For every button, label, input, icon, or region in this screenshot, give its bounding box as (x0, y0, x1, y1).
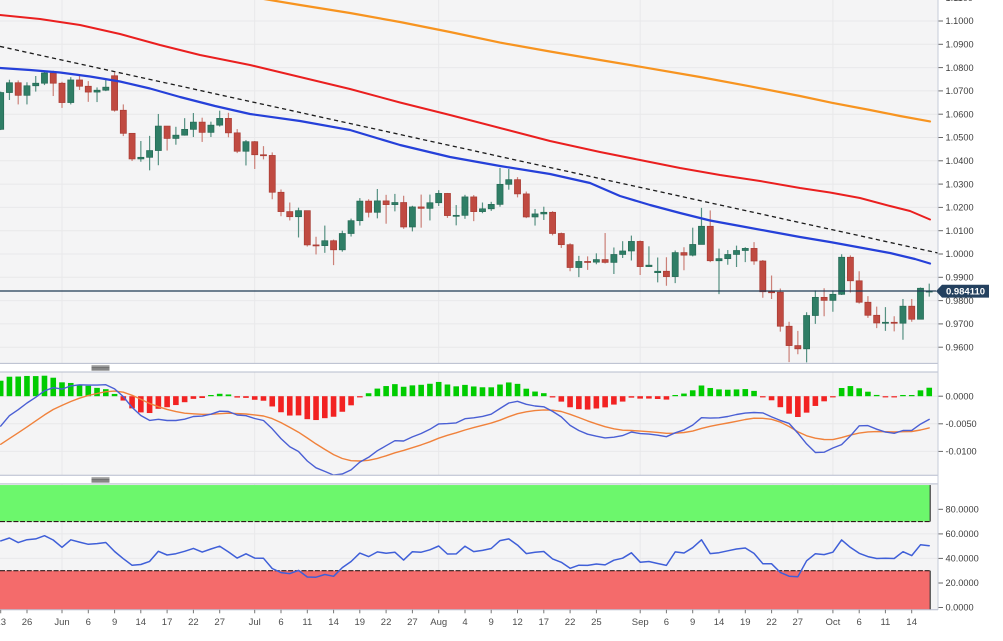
svg-text:Jun: Jun (54, 617, 69, 628)
svg-text:22: 22 (766, 617, 777, 628)
svg-text:11: 11 (880, 617, 890, 628)
svg-text:27: 27 (407, 617, 418, 628)
svg-text:40.0000: 40.0000 (946, 554, 979, 564)
svg-text:1.0300: 1.0300 (946, 179, 974, 189)
svg-text:0.0000: 0.0000 (946, 603, 974, 613)
svg-text:0.984110: 0.984110 (946, 286, 985, 297)
svg-text:6: 6 (664, 617, 669, 628)
svg-text:Jul: Jul (249, 617, 261, 628)
svg-text:6: 6 (86, 617, 91, 628)
svg-text:Aug: Aug (430, 617, 447, 628)
svg-text:1.0100: 1.0100 (946, 226, 974, 236)
svg-text:1.0500: 1.0500 (946, 133, 974, 143)
svg-text:4: 4 (462, 617, 467, 628)
svg-text:14: 14 (328, 617, 339, 628)
svg-text:1.1100: 1.1100 (946, 0, 973, 3)
svg-text:6: 6 (857, 617, 862, 628)
svg-text:17: 17 (539, 617, 550, 628)
svg-text:0.0000: 0.0000 (946, 391, 974, 401)
svg-text:17: 17 (162, 617, 173, 628)
svg-text:6: 6 (278, 617, 283, 628)
svg-text:0.9700: 0.9700 (946, 319, 974, 329)
svg-text:1.0200: 1.0200 (946, 203, 974, 213)
svg-text:11: 11 (302, 617, 312, 628)
svg-text:27: 27 (793, 617, 804, 628)
svg-text:14: 14 (714, 617, 725, 628)
svg-text:0.9600: 0.9600 (946, 342, 974, 352)
svg-text:1.0700: 1.0700 (946, 86, 974, 96)
svg-text:80.0000: 80.0000 (946, 505, 979, 515)
svg-text:0.9800: 0.9800 (946, 296, 974, 306)
svg-text:27: 27 (214, 617, 225, 628)
svg-text:19: 19 (740, 617, 751, 628)
svg-text:22: 22 (565, 617, 576, 628)
svg-text:1.0400: 1.0400 (946, 156, 974, 166)
svg-text:9: 9 (112, 617, 117, 628)
svg-text:22: 22 (381, 617, 392, 628)
svg-text:60.0000: 60.0000 (946, 529, 979, 539)
svg-text:20.0000: 20.0000 (946, 578, 979, 588)
svg-text:9: 9 (489, 617, 494, 628)
svg-text:1.0800: 1.0800 (946, 63, 974, 73)
svg-text:Sep: Sep (632, 617, 649, 628)
svg-text:12: 12 (512, 617, 523, 628)
svg-text:Oct: Oct (826, 617, 841, 628)
svg-text:25: 25 (591, 617, 602, 628)
svg-text:19: 19 (355, 617, 366, 628)
svg-text:1.0900: 1.0900 (946, 40, 974, 50)
svg-text:1.0000: 1.0000 (946, 249, 974, 259)
svg-text:0.9900: 0.9900 (946, 273, 974, 283)
svg-text:26: 26 (22, 617, 33, 628)
svg-text:-0.0100: -0.0100 (946, 447, 977, 457)
svg-text:14: 14 (906, 617, 917, 628)
svg-text:1.0600: 1.0600 (946, 109, 974, 119)
svg-text:9: 9 (690, 617, 695, 628)
svg-text:23: 23 (0, 617, 6, 628)
svg-text:14: 14 (136, 617, 147, 628)
svg-text:22: 22 (188, 617, 199, 628)
svg-text:-0.0050: -0.0050 (946, 419, 977, 429)
svg-text:1.1000: 1.1000 (946, 16, 974, 26)
